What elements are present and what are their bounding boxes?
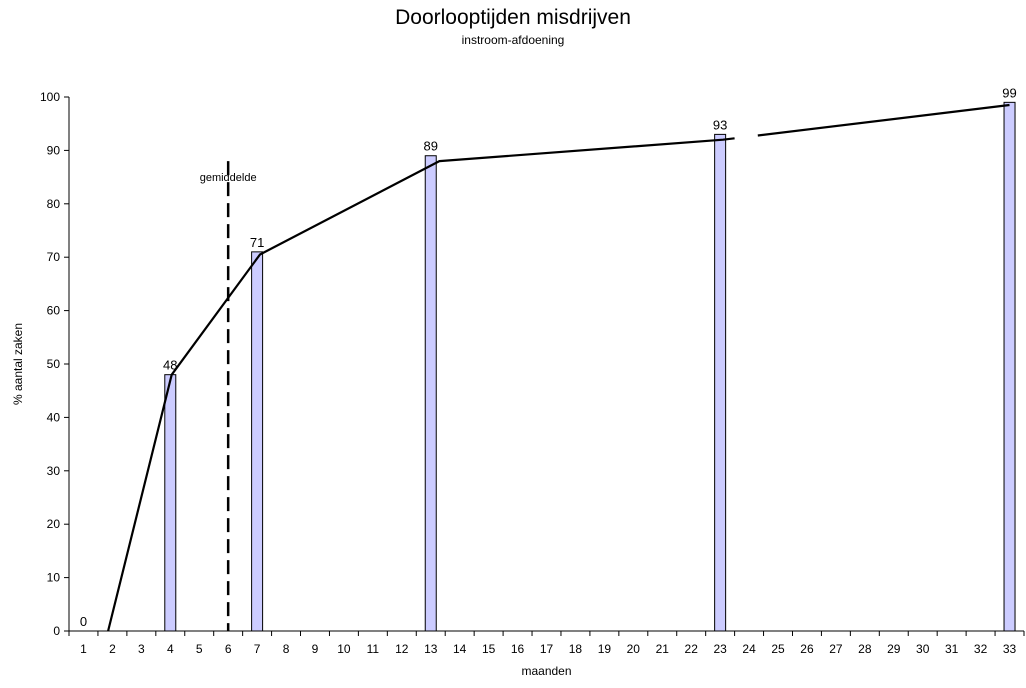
x-tick-label: 23 <box>713 642 727 656</box>
x-tick-label: 22 <box>685 642 699 656</box>
x-tick-label: 15 <box>482 642 496 656</box>
data-label: 89 <box>424 139 438 154</box>
data-label: 48 <box>163 358 177 373</box>
x-tick-label: 31 <box>945 642 959 656</box>
bar <box>714 133 727 632</box>
mean-label: gemiddelde <box>200 172 257 184</box>
x-tick-label: 5 <box>196 642 203 656</box>
x-tick-label: 25 <box>771 642 785 656</box>
x-tick-label: 32 <box>974 642 988 656</box>
y-tick-label: 20 <box>47 517 61 531</box>
chart-title: Doorlooptijden misdrijven <box>395 6 631 29</box>
y-tick-label: 60 <box>47 304 61 318</box>
x-tick-label: 10 <box>337 642 351 656</box>
x-tick-label: 9 <box>312 642 319 656</box>
x-tick-label: 30 <box>916 642 930 656</box>
bar <box>1003 101 1016 632</box>
x-tick-label: 24 <box>742 642 756 656</box>
y-tick-label: 40 <box>47 410 61 424</box>
x-tick-label: 16 <box>511 642 525 656</box>
y-tick-label: 10 <box>47 571 61 585</box>
trend-line <box>107 137 735 632</box>
data-label: 93 <box>713 117 727 132</box>
x-tick-label: 6 <box>225 642 232 656</box>
x-tick-label: 3 <box>138 642 145 656</box>
x-tick-label: 7 <box>254 642 261 656</box>
x-tick-label: 21 <box>656 642 670 656</box>
y-tick-label: 0 <box>53 624 60 638</box>
x-tick-label: 18 <box>569 642 583 656</box>
x-tick-label: 14 <box>453 642 467 656</box>
data-label: 71 <box>250 235 264 250</box>
y-tick-label: 50 <box>47 357 61 371</box>
y-tick-label: 100 <box>40 90 60 104</box>
bar <box>251 251 264 632</box>
x-tick-label: 19 <box>598 642 612 656</box>
y-axis-title: % aantal zaken <box>11 323 25 405</box>
x-tick-label: 4 <box>167 642 174 656</box>
x-tick-label: 33 <box>1003 642 1017 656</box>
x-tick-label: 27 <box>829 642 843 656</box>
x-tick-label: 29 <box>887 642 901 656</box>
x-tick-label: 28 <box>858 642 872 656</box>
x-tick-label: 11 <box>367 642 380 656</box>
y-tick-label: 70 <box>47 250 61 264</box>
data-label: 99 <box>1002 85 1016 100</box>
x-tick-label: 8 <box>283 642 290 656</box>
y-tick-label: 30 <box>47 464 61 478</box>
x-tick-label: 12 <box>395 642 409 656</box>
x-axis-title: maanden <box>521 664 571 678</box>
data-label: 0 <box>80 614 87 629</box>
bar <box>424 155 437 632</box>
bar <box>164 374 177 632</box>
x-tick-label: 26 <box>800 642 814 656</box>
y-tick-label: 90 <box>47 143 61 157</box>
x-tick-label: 2 <box>109 642 116 656</box>
chart-subtitle: instroom-afdoening <box>461 33 565 47</box>
x-tick-label: 1 <box>80 642 87 656</box>
x-tick-label: 17 <box>540 642 554 656</box>
x-tick-label: 20 <box>627 642 641 656</box>
trend-line <box>757 103 1010 137</box>
y-tick-label: 80 <box>47 197 61 211</box>
x-tick-label: 13 <box>424 642 438 656</box>
